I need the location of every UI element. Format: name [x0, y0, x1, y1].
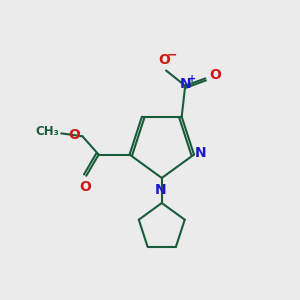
Text: +: +	[188, 74, 196, 84]
Text: O: O	[68, 128, 80, 142]
Text: N: N	[179, 77, 191, 91]
Text: −: −	[167, 49, 177, 62]
Text: O: O	[79, 180, 91, 194]
Text: O: O	[209, 68, 220, 83]
Text: O: O	[159, 53, 170, 67]
Text: N: N	[154, 183, 166, 197]
Text: CH₃: CH₃	[35, 125, 59, 138]
Text: N: N	[195, 146, 206, 160]
